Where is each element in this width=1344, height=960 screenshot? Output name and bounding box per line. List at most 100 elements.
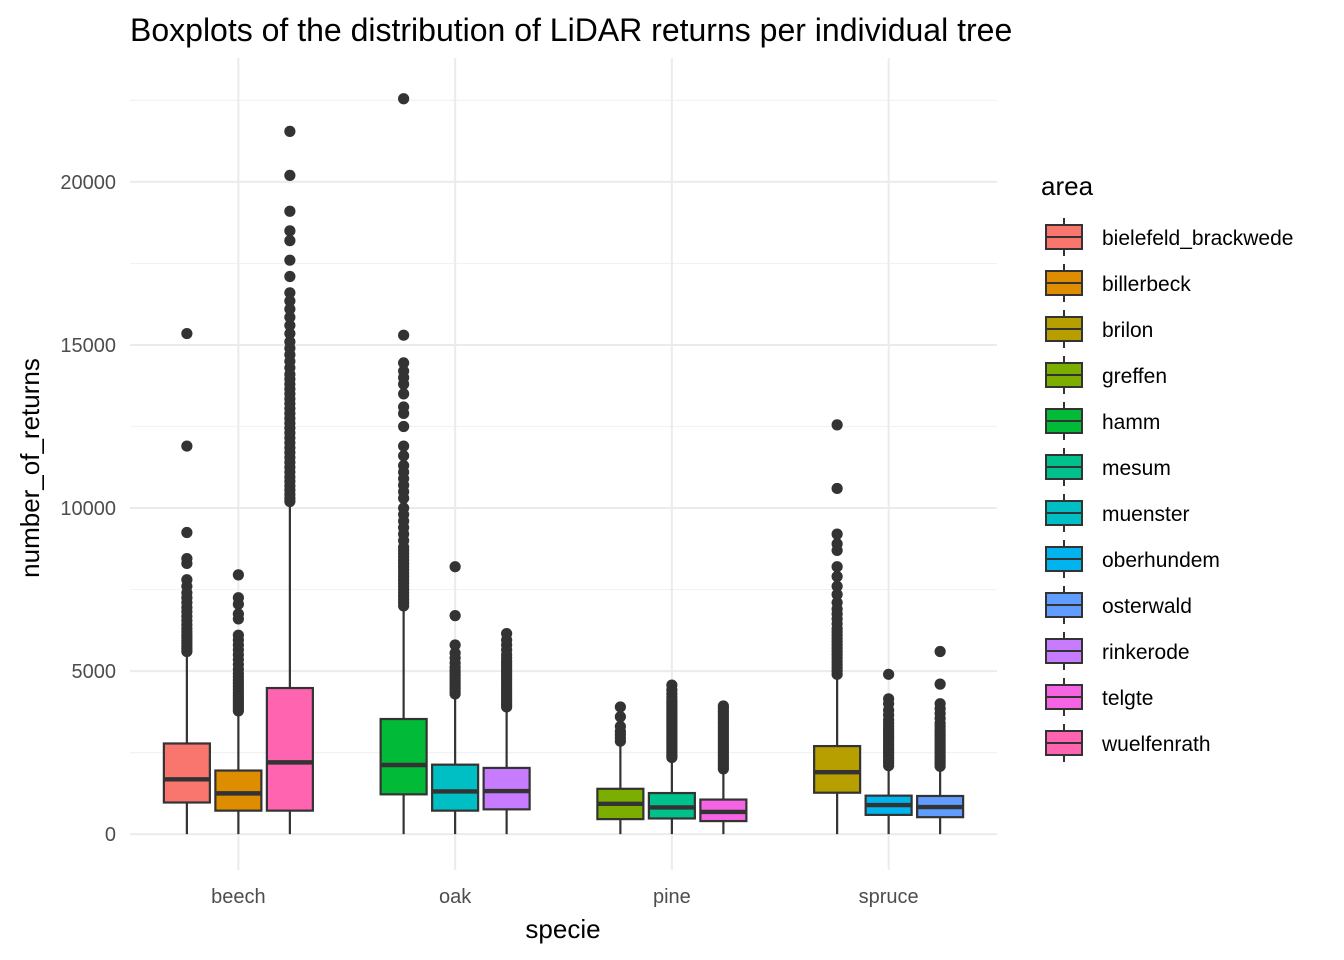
outlier-point xyxy=(284,235,296,247)
outlier-point xyxy=(831,482,843,495)
legend-item-greffen: greffen xyxy=(1045,356,1167,394)
box-beech-wuelfenrath xyxy=(265,125,314,835)
outlier-point xyxy=(284,303,296,315)
box-spruce-brilon xyxy=(813,419,862,835)
outlier-point xyxy=(284,169,296,181)
outlier-point xyxy=(831,570,843,583)
outlier-point xyxy=(398,93,410,105)
outlier-point xyxy=(181,526,193,539)
outlier-point xyxy=(501,627,513,640)
legend-item-billerbeck: billerbeck xyxy=(1045,264,1191,302)
x-tick-label: oak xyxy=(439,886,472,908)
outlier-point xyxy=(284,254,296,266)
outlier-point xyxy=(614,711,626,723)
y-tick-label: 15000 xyxy=(60,335,116,357)
box-pine-telgte xyxy=(699,700,748,835)
boxes-layer xyxy=(162,93,965,835)
outlier-point xyxy=(883,693,895,705)
legend-item-muenster: muenster xyxy=(1045,494,1190,532)
outlier-point xyxy=(717,700,729,712)
outlier-point xyxy=(614,701,626,713)
box-pine-greffen xyxy=(596,701,645,835)
y-tick-label: 10000 xyxy=(60,498,116,520)
legend-label: mesum xyxy=(1102,457,1171,480)
outlier-point xyxy=(181,440,193,452)
outlier-point xyxy=(934,678,946,690)
legend-item-oberhundem: oberhundem xyxy=(1045,540,1220,578)
outlier-point xyxy=(284,336,296,348)
box-iqr xyxy=(265,686,314,812)
outlier-point xyxy=(232,608,244,620)
box-iqr xyxy=(482,766,531,811)
box-beech-billerbeck xyxy=(214,569,263,835)
chart-title: Boxplots of the distribution of LiDAR re… xyxy=(130,12,1012,48)
outlier-point xyxy=(831,528,843,540)
outlier-point xyxy=(232,592,244,604)
box-iqr xyxy=(379,717,428,796)
y-tick-label: 0 xyxy=(105,824,116,846)
outlier-point xyxy=(232,629,244,641)
legend-label: brilon xyxy=(1102,319,1153,342)
outlier-point xyxy=(934,698,946,710)
box-iqr xyxy=(162,742,211,804)
outlier-point xyxy=(398,420,410,433)
legend-item-osterwald: osterwald xyxy=(1045,586,1192,624)
legend-item-rinkerode: rinkerode xyxy=(1045,632,1190,670)
box-iqr xyxy=(431,763,480,812)
outlier-point xyxy=(398,401,410,413)
outlier-point xyxy=(398,450,410,462)
outlier-point xyxy=(831,596,843,609)
outlier-point xyxy=(284,311,296,323)
y-tick-label: 20000 xyxy=(60,172,116,194)
legend-item-telgte: telgte xyxy=(1045,678,1153,716)
outlier-point xyxy=(883,668,895,680)
box-spruce-oberhundem xyxy=(864,668,913,835)
legend-item-bielefeld_brackwede: bielefeld_brackwede xyxy=(1045,218,1293,256)
legend-title: area xyxy=(1041,171,1094,201)
legend-item-wuelfenrath: wuelfenrath xyxy=(1045,724,1211,762)
outlier-point xyxy=(398,460,410,472)
box-iqr xyxy=(813,744,862,794)
box-pine-mesum xyxy=(647,679,696,835)
outlier-point xyxy=(934,645,946,658)
box-oak-hamm xyxy=(379,93,428,835)
outlier-point xyxy=(284,270,296,283)
outlier-point xyxy=(284,205,296,217)
outlier-point xyxy=(831,588,843,601)
outlier-point xyxy=(398,502,410,514)
legend-label: rinkerode xyxy=(1102,641,1190,664)
legend-item-hamm: hamm xyxy=(1045,402,1160,440)
legend-label: hamm xyxy=(1102,411,1160,434)
legend: area bielefeld_brackwede billerbeck brilon… xyxy=(1041,171,1293,762)
box-iqr xyxy=(214,769,263,812)
outlier-point xyxy=(398,388,410,400)
outlier-point xyxy=(398,365,410,377)
legend-label: telgte xyxy=(1102,687,1153,710)
box-beech-bielefeld_brackwede xyxy=(162,327,211,835)
outlier-point xyxy=(398,357,410,369)
x-tick-label: beech xyxy=(211,886,266,908)
y-axis-title: number_of_returns xyxy=(15,358,45,578)
grid xyxy=(130,58,997,870)
box-spruce-osterwald xyxy=(916,645,965,835)
outlier-point xyxy=(284,125,296,137)
outlier-point xyxy=(284,225,296,237)
y-tick-label: 5000 xyxy=(72,661,117,683)
legend-label: greffen xyxy=(1102,365,1167,388)
outlier-point xyxy=(449,561,461,573)
outlier-point xyxy=(398,329,410,341)
box-oak-rinkerode xyxy=(482,627,531,835)
box-oak-muenster xyxy=(431,561,480,835)
outlier-point xyxy=(666,679,678,691)
legend-label: wuelfenrath xyxy=(1101,733,1211,756)
legend-item-mesum: mesum xyxy=(1045,448,1171,486)
x-tick-label: spruce xyxy=(859,886,919,908)
outlier-point xyxy=(831,419,843,431)
legend-label: bielefeld_brackwede xyxy=(1102,227,1293,250)
outlier-point xyxy=(284,295,296,307)
outlier-point xyxy=(614,720,626,733)
legend-label: osterwald xyxy=(1102,595,1192,618)
outlier-point xyxy=(831,538,843,550)
tick-labels: 0 5000 10000 15000 20000 beech oak pine spruce xyxy=(60,172,918,908)
